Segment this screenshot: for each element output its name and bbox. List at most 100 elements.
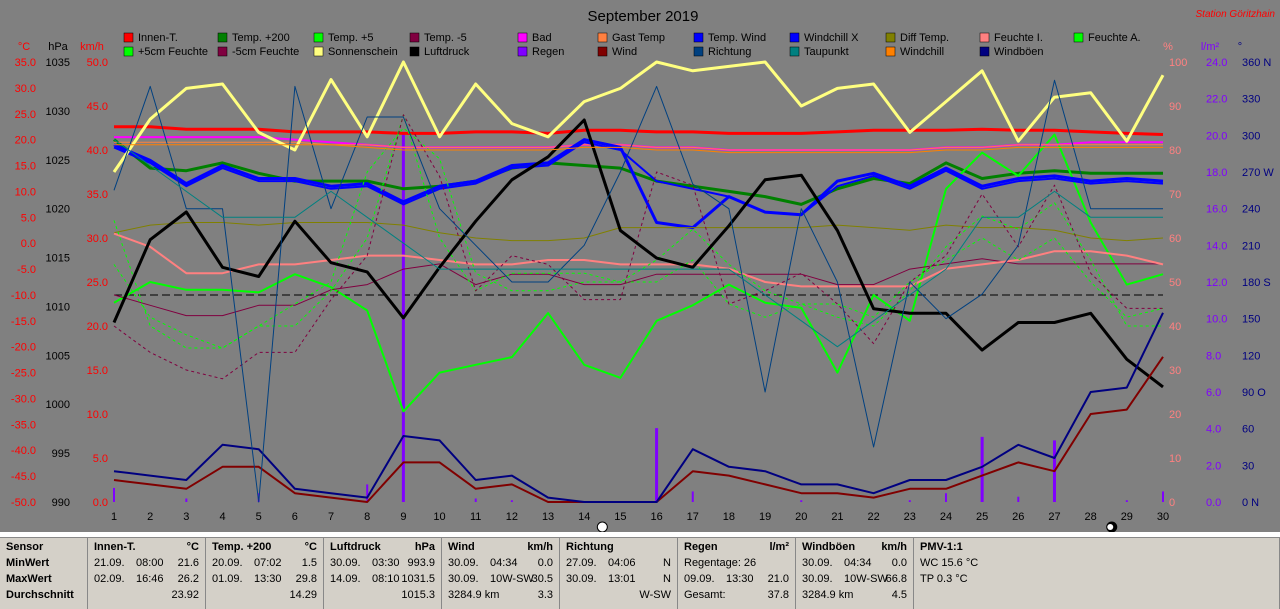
legend-swatch xyxy=(693,46,704,57)
full-moon-icon xyxy=(596,521,608,532)
stat-row: 30.09. 13:01 N xyxy=(566,573,671,589)
stat-cell-value: 26.2 xyxy=(177,573,199,585)
stat-header: Luftdruck hPa xyxy=(330,541,435,557)
stat-cell-value: W-SW xyxy=(639,589,671,601)
x-tick-label: 15 xyxy=(614,511,626,523)
temp-tick-label: 30.0 xyxy=(15,83,36,95)
rain-tick-label: 6.0 xyxy=(1206,387,1221,399)
x-tick-label: 16 xyxy=(650,511,662,523)
wind-tick-label: 20.0 xyxy=(87,321,108,333)
pressure-tick-label: 995 xyxy=(52,448,70,460)
stat-header: Regen l/m² xyxy=(684,541,789,557)
stat-row: Durchschnitt xyxy=(6,589,81,605)
stat-cell-value: N xyxy=(663,573,671,585)
wind-tick-label: 30.0 xyxy=(87,233,108,245)
legend-swatch xyxy=(789,32,800,43)
stat-cell-time: 08:10 xyxy=(372,573,400,585)
legend-swatch xyxy=(979,32,990,43)
temp-tick-label: 35.0 xyxy=(15,57,36,69)
x-tick-label: 13 xyxy=(542,511,554,523)
x-tick-label: 9 xyxy=(400,511,406,523)
legend-swatch xyxy=(217,32,228,43)
axes: °C hPa km/h% l/m² ° 35.0 30.0 25.0 20.0 15.0 10.0 5… xyxy=(11,41,1274,509)
legend-label: Wind xyxy=(612,46,637,58)
stat-cell-time: 13:30 xyxy=(254,573,282,585)
stat-column: Windböen km/h 30.09. 04:34 0.0 30.09. 10W-SW 66… xyxy=(796,538,914,609)
temp-tick-label: -50.0 xyxy=(11,497,36,509)
pressure-tick-label: 1000 xyxy=(46,399,70,411)
stat-row: Gesamt: 37.8 xyxy=(684,589,789,605)
stat-cell-date: 09.09. xyxy=(684,573,715,585)
legend-label: Temp. +200 xyxy=(232,32,290,44)
dir-tick-label: 90 O xyxy=(1242,387,1266,399)
temp-tick-label: -40.0 xyxy=(11,445,36,457)
temp-tick-label: 5.0 xyxy=(21,212,36,224)
stat-cell-date: 3284.9 km xyxy=(802,589,854,601)
stat-cell-date: 20.09. xyxy=(212,557,243,569)
weather-chart: September 2019 Station Göritzhain Innen-… xyxy=(0,0,1280,532)
stat-column: Luftdruck hPa 30.09. 03:30 993.9 14.09. 08:10 1… xyxy=(324,538,442,609)
series-line xyxy=(112,118,1164,389)
stat-row: WC 15.6 °C xyxy=(920,557,1273,573)
new-moon-highlight xyxy=(1107,524,1114,530)
pressure-tick-label: 990 xyxy=(52,497,70,509)
stat-cell-date: 27.09. xyxy=(566,557,597,569)
humidity-tick-label: 30 xyxy=(1169,365,1181,377)
series-line xyxy=(113,232,1164,288)
legend-label: Diff Temp. xyxy=(900,32,949,44)
stat-cell-value: 1.5 xyxy=(301,557,317,569)
humidity-tick-label: 0 xyxy=(1169,497,1175,509)
wind-tick-label: 5.0 xyxy=(93,453,108,465)
stat-header: Innen-T. °C xyxy=(94,541,199,557)
stat-row: 30.09. 10W-SW 66.8 xyxy=(802,573,907,589)
dir-tick-label: 180 S xyxy=(1242,277,1271,289)
wind-axis-title: km/h xyxy=(80,41,104,53)
stat-cell-time: 07:02 xyxy=(254,557,282,569)
stat-cell-time: 04:06 xyxy=(608,557,636,569)
stat-row: 14.29 xyxy=(212,589,317,605)
series-line xyxy=(112,60,1165,173)
dir-tick-label: 60 xyxy=(1242,424,1254,436)
x-tick-label: 8 xyxy=(364,511,370,523)
stat-cell-date: 30.09. xyxy=(448,557,479,569)
stat-cell-date: 30.09. xyxy=(448,573,479,585)
legend-swatch xyxy=(885,32,896,43)
statistics-table: Sensor MinWert MaxWert Durchschnitt Innen-T.… xyxy=(0,537,1280,609)
x-tick-label: 1 xyxy=(111,511,117,523)
legend-swatch xyxy=(693,32,704,43)
stat-cell-value: 4.5 xyxy=(891,589,907,601)
stat-unit: °C xyxy=(304,541,317,553)
legend-swatch xyxy=(1073,32,1084,43)
rain-tick-label: 24.0 xyxy=(1206,57,1227,69)
temp-tick-label: 10.0 xyxy=(15,186,36,198)
series-line xyxy=(113,138,1164,230)
legend-label: Sonnenschein xyxy=(328,46,398,58)
stat-row: TP 0.3 °C xyxy=(920,573,1273,589)
stat-row: Regentage: 26 xyxy=(684,557,789,573)
legend-label: Taupunkt xyxy=(804,46,849,58)
stat-cell-value: 0.0 xyxy=(537,557,553,569)
humidity-tick-label: 50 xyxy=(1169,277,1181,289)
humidity-tick-label: 70 xyxy=(1169,189,1181,201)
series-line xyxy=(113,114,1163,349)
stat-cell-date: TP 0.3 °C xyxy=(920,573,968,585)
stat-title: Luftdruck xyxy=(330,541,381,553)
series-line xyxy=(114,141,1163,151)
pressure-axis-title: hPa xyxy=(48,41,68,53)
stat-row: W-SW xyxy=(566,589,671,605)
legend-swatch xyxy=(123,46,134,57)
x-tick-label: 10 xyxy=(433,511,445,523)
series-line xyxy=(113,258,1163,317)
stat-unit: °C xyxy=(186,541,199,553)
stat-column: Temp. +200 °C 20.09. 07:02 1.5 01.09. 13:30 29.… xyxy=(206,538,324,609)
stat-title: PMV-1:1 xyxy=(920,541,963,553)
pressure-tick-label: 1015 xyxy=(46,253,70,265)
dir-tick-label: 150 xyxy=(1242,314,1260,326)
stat-row: 1015.3 xyxy=(330,589,435,605)
pressure-tick-label: 1025 xyxy=(46,155,70,167)
legend: Innen-T. Temp. +200 Temp. +5 Temp. -5 Bad Gas… xyxy=(123,32,1141,58)
stat-cell-value: 3.3 xyxy=(537,589,553,601)
stat-cell-value: 1015.3 xyxy=(401,589,435,601)
stat-cell-time: 08:00 xyxy=(136,557,164,569)
series-line xyxy=(113,133,1164,413)
